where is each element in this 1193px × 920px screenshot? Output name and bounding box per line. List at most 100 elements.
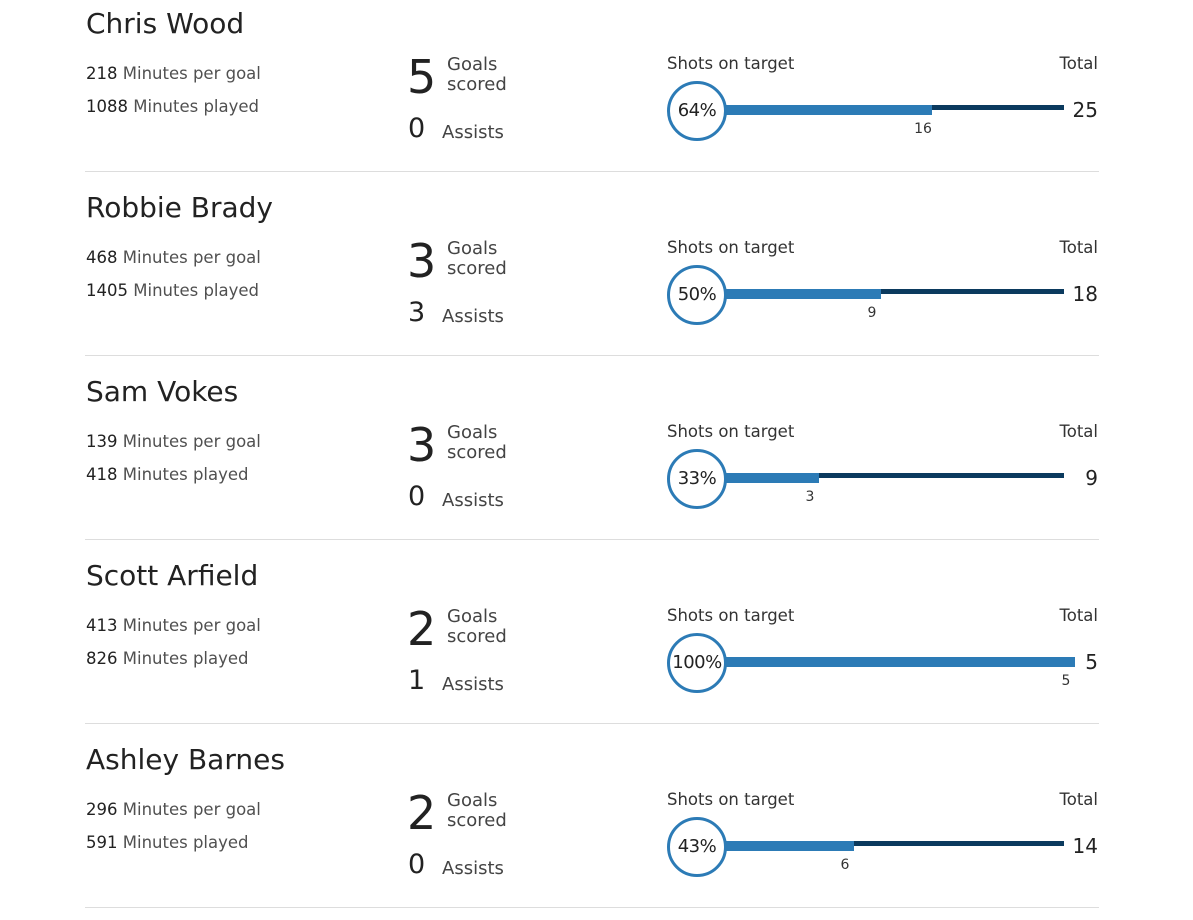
divider [85,355,1099,356]
shots-on-target-bar [697,289,881,299]
shots-on-target-value: 9 [867,305,877,321]
goals-label-line1: Goals [447,422,498,443]
minutes-played-label: Minutes played [122,833,249,852]
minutes-played-value: 826 [86,649,118,668]
shots-on-target-bar [697,105,932,115]
shots-on-target-label: Shots on target [667,790,795,809]
goals-label-line2: scored [447,442,507,463]
goals-scored-label: Goals scored [447,791,507,831]
assists-value: 1 [408,665,426,696]
minutes-per-goal-value: 413 [86,616,118,635]
assists-value: 0 [408,849,426,880]
goals-label-line1: Goals [447,606,498,627]
player-card: Sam Vokes 139 Minutes per goal 418 Minut… [0,368,1193,552]
total-shots-label: Total [1059,790,1098,809]
minutes-played: 591 Minutes played [86,833,249,852]
player-card: Robbie Brady 468 Minutes per goal 1405 M… [0,184,1193,368]
total-shots-value: 25 [1072,98,1098,122]
minutes-played: 826 Minutes played [86,649,249,668]
total-shots-label: Total [1059,54,1098,73]
goals-scored-value: 2 [407,786,437,840]
minutes-per-goal-label: Minutes per goal [122,616,261,635]
shots-on-target-percentage: 64% [667,81,727,141]
goals-label-line2: scored [447,810,507,831]
minutes-per-goal-value: 218 [86,64,118,83]
assists-value: 3 [408,297,426,328]
assists-label: Assists [442,122,504,143]
minutes-per-goal: 296 Minutes per goal [86,800,261,819]
goals-label-line1: Goals [447,790,498,811]
player-name: Ashley Barnes [86,743,285,776]
minutes-played: 1405 Minutes played [86,281,259,300]
assists-label: Assists [442,858,504,879]
minutes-played-value: 591 [86,833,118,852]
minutes-per-goal-label: Minutes per goal [122,800,261,819]
goals-scored-value: 5 [407,50,437,104]
goals-label-line2: scored [447,626,507,647]
player-card: Chris Wood 218 Minutes per goal 1088 Min… [0,0,1193,184]
shots-on-target-percentage: 33% [667,449,727,509]
shots-on-target-label: Shots on target [667,422,795,441]
minutes-played-label: Minutes played [133,281,260,300]
goals-scored-value: 3 [407,418,437,472]
shots-on-target-percentage: 50% [667,265,727,325]
total-shots-label: Total [1059,606,1098,625]
minutes-per-goal: 139 Minutes per goal [86,432,261,451]
shots-on-target-label: Shots on target [667,54,795,73]
minutes-played-label: Minutes played [122,465,249,484]
minutes-per-goal: 413 Minutes per goal [86,616,261,635]
shots-on-target-label: Shots on target [667,606,795,625]
minutes-per-goal-label: Minutes per goal [122,248,261,267]
shots-on-target-label: Shots on target [667,238,795,257]
minutes-played: 1088 Minutes played [86,97,259,116]
player-name: Sam Vokes [86,375,239,408]
goals-scored-label: Goals scored [447,423,507,463]
minutes-per-goal-value: 468 [86,248,118,267]
total-shots-value: 5 [1085,650,1098,674]
goals-scored-value: 2 [407,602,437,656]
goals-label-line2: scored [447,258,507,279]
shots-on-target-bar [697,841,854,851]
goals-label-line1: Goals [447,54,498,75]
total-shots-label: Total [1059,422,1098,441]
player-name: Chris Wood [86,7,245,40]
minutes-per-goal-value: 139 [86,432,118,451]
shots-on-target-percentage: 100% [667,633,727,693]
goals-label-line1: Goals [447,238,498,259]
total-shots-value: 14 [1072,834,1098,858]
total-shots-bar [697,841,1064,846]
minutes-per-goal: 218 Minutes per goal [86,64,261,83]
assists-label: Assists [442,490,504,511]
shots-on-target-bar [697,473,819,483]
minutes-played-value: 418 [86,465,118,484]
divider [85,723,1099,724]
goals-scored-label: Goals scored [447,607,507,647]
goals-label-line2: scored [447,74,507,95]
shots-on-target-bar [697,657,1075,667]
goals-scored-label: Goals scored [447,239,507,279]
player-name: Robbie Brady [86,191,274,224]
shots-on-target-value: 16 [914,121,932,137]
shots-on-target-value: 6 [840,857,850,873]
minutes-played-value: 1088 [86,97,128,116]
player-card: Ashley Barnes 296 Minutes per goal 591 M… [0,736,1193,920]
minutes-played-label: Minutes played [122,649,249,668]
assists-label: Assists [442,674,504,695]
shots-on-target-value: 5 [1061,673,1071,689]
total-shots-bar [697,473,1064,478]
minutes-per-goal-value: 296 [86,800,118,819]
divider [85,907,1099,908]
minutes-played-label: Minutes played [133,97,260,116]
assists-value: 0 [408,113,426,144]
shots-on-target-percentage: 43% [667,817,727,877]
divider [85,539,1099,540]
goals-scored-value: 3 [407,234,437,288]
total-shots-value: 18 [1072,282,1098,306]
divider [85,171,1099,172]
minutes-played: 418 Minutes played [86,465,249,484]
player-card: Scott Arfield 413 Minutes per goal 826 M… [0,552,1193,736]
goals-scored-label: Goals scored [447,55,507,95]
assists-value: 0 [408,481,426,512]
total-shots-label: Total [1059,238,1098,257]
minutes-played-value: 1405 [86,281,128,300]
